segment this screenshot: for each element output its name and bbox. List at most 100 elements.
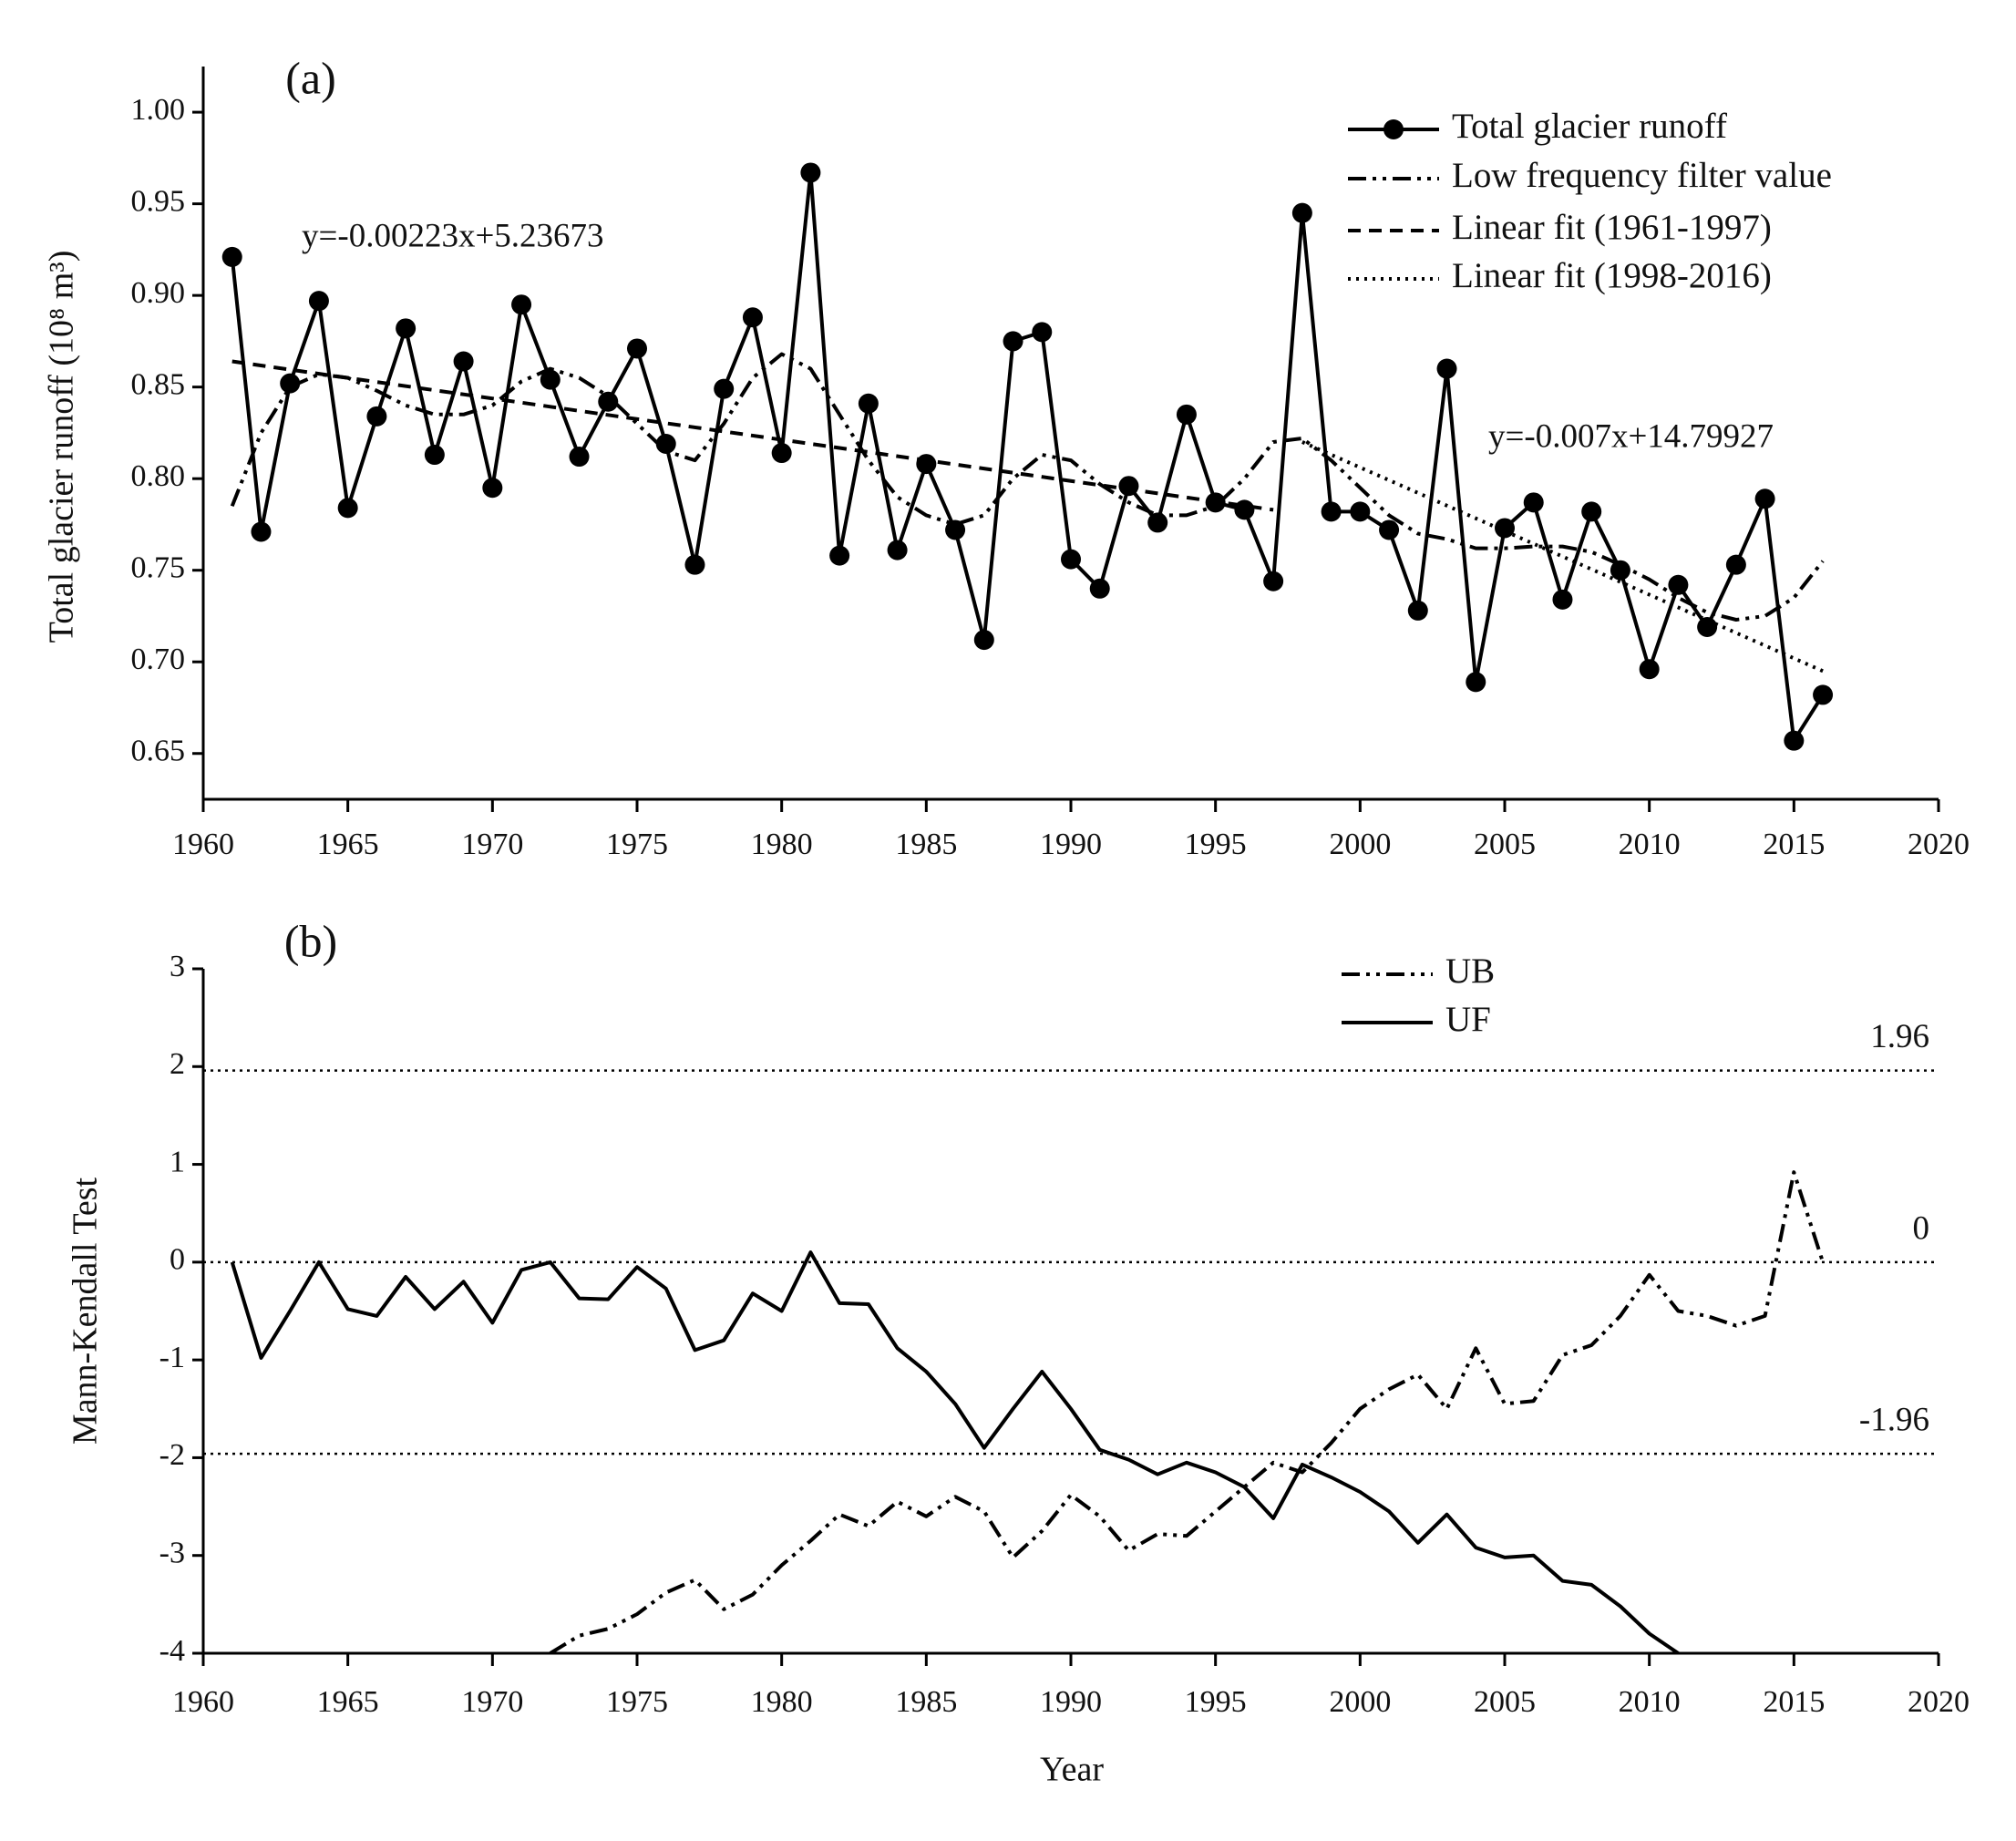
marker	[1523, 492, 1544, 513]
marker	[1291, 202, 1312, 223]
marker	[1089, 578, 1110, 599]
y-tick-label: 1.00	[131, 93, 186, 127]
x-tick-label: 1970	[461, 828, 523, 861]
marker	[569, 447, 590, 468]
marker	[1321, 501, 1342, 522]
x-tick-label: 1960	[172, 828, 234, 861]
annotation: y=-0.007x+14.79927	[1488, 417, 1774, 455]
x-axis-label: Year	[1040, 1751, 1104, 1789]
y-tick-label: -4	[159, 1634, 185, 1668]
x-tick-label: 2015	[1763, 828, 1825, 861]
marker	[1610, 560, 1630, 581]
x-tick-label: 1960	[172, 1685, 234, 1719]
y-tick-label: 0.65	[131, 735, 186, 768]
x-tick-label: 2020	[1908, 1685, 1970, 1719]
marker	[221, 246, 242, 267]
marker	[1813, 684, 1834, 705]
legend-label: Total glacier runoff	[1452, 107, 1727, 146]
marker	[655, 433, 676, 454]
y-tick-label: 0.90	[131, 276, 186, 310]
legend-label: Low frequency filter value	[1452, 156, 1832, 195]
marker	[1639, 659, 1660, 680]
x-tick-label: 1990	[1040, 1685, 1102, 1719]
y-tick-label: -2	[159, 1438, 185, 1472]
y-tick-label: 2	[170, 1047, 185, 1081]
marker	[396, 318, 417, 339]
annotation: y=-0.00223x+5.23673	[302, 217, 604, 254]
marker	[1495, 518, 1515, 539]
x-tick-label: 1980	[751, 828, 813, 861]
reference-label: 0	[1913, 1209, 1930, 1247]
marker	[424, 445, 445, 466]
y-tick-label: 0	[170, 1243, 185, 1277]
x-tick-label: 1965	[317, 1685, 379, 1719]
legend-label: UF	[1445, 1000, 1491, 1039]
marker	[1003, 331, 1023, 352]
marker	[1147, 512, 1168, 533]
y-tick-label: 1	[170, 1145, 185, 1178]
marker	[1697, 617, 1718, 638]
series-line	[230, 1250, 1680, 1653]
marker	[1668, 574, 1689, 595]
x-tick-label: 2015	[1763, 1685, 1825, 1719]
panel: 0.65 0.70 0.75 0.80 0.85 0.90 0.95 1.00 1960 1965…	[43, 52, 1970, 860]
marker	[1379, 519, 1400, 540]
y-tick-label: -1	[159, 1341, 185, 1374]
marker	[366, 406, 387, 427]
x-tick-label: 1985	[895, 828, 957, 861]
legend-marker	[1383, 119, 1404, 139]
x-tick-label: 1985	[895, 1685, 957, 1719]
series-line	[549, 1170, 1826, 1653]
marker	[771, 443, 792, 464]
series-line	[230, 352, 1825, 622]
marker	[598, 391, 619, 412]
series-line	[1301, 440, 1824, 674]
marker	[1552, 589, 1573, 610]
x-tick-label: 2020	[1908, 828, 1970, 861]
x-tick-label: 2000	[1329, 1685, 1391, 1719]
marker	[742, 307, 763, 328]
marker	[1118, 476, 1139, 497]
marker	[887, 540, 908, 561]
marker	[511, 294, 532, 315]
marker	[453, 351, 474, 372]
x-tick-label: 2000	[1329, 828, 1391, 861]
x-tick-label: 1965	[317, 828, 379, 861]
marker	[945, 519, 966, 540]
marker	[251, 521, 272, 542]
plot-area	[230, 1170, 1826, 1653]
marker	[1350, 501, 1371, 522]
reference-label: 1.96	[1870, 1018, 1929, 1055]
marker	[1032, 322, 1053, 343]
marker	[1407, 600, 1428, 621]
x-tick-label: 1980	[751, 1685, 813, 1719]
marker	[1263, 571, 1284, 591]
x-tick-label: 2010	[1619, 1685, 1681, 1719]
marker	[280, 373, 301, 394]
x-tick-label: 2010	[1619, 828, 1681, 861]
reference-label: -1.96	[1859, 1402, 1929, 1439]
x-tick-label: 2005	[1474, 1685, 1536, 1719]
marker	[1466, 672, 1486, 693]
series-line	[230, 170, 1825, 743]
marker	[1581, 501, 1602, 522]
y-tick-label: 0.75	[131, 550, 186, 584]
marker	[1234, 499, 1255, 520]
marker	[337, 498, 358, 519]
legend-label: Linear fit (1998-2016)	[1452, 256, 1772, 295]
x-tick-label: 1995	[1185, 1685, 1247, 1719]
marker	[973, 630, 994, 651]
marker	[858, 393, 879, 414]
x-tick-label: 1970	[461, 1685, 523, 1719]
y-tick-label: 0.80	[131, 459, 186, 493]
marker	[916, 454, 937, 475]
marker	[540, 369, 561, 390]
y-tick-label: 3	[170, 950, 185, 983]
marker	[308, 291, 329, 312]
marker	[829, 545, 850, 566]
legend-label: UB	[1445, 951, 1495, 991]
marker	[1725, 554, 1746, 575]
y-tick-label: 0.85	[131, 367, 186, 401]
marker	[1061, 549, 1081, 570]
